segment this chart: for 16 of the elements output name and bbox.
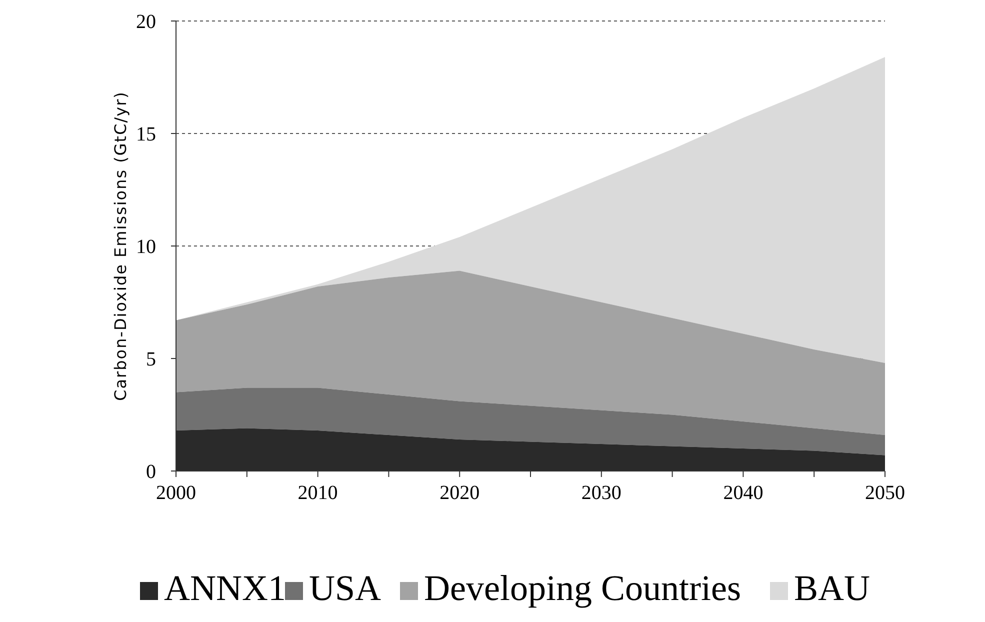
legend-label: ANNX1 <box>164 568 286 608</box>
legend-label: Developing Countries <box>424 568 741 608</box>
x-tick-label: 2020 <box>440 482 480 504</box>
y-axis-title: Carbon-Dioxide Emissions (GtC/yr) <box>111 91 130 401</box>
x-tick-label: 2030 <box>581 482 622 504</box>
y-tick-label: 15 <box>136 124 156 146</box>
legend-label: USA <box>309 568 382 608</box>
x-tick-label: 2010 <box>298 482 338 504</box>
y-tick-label: 0 <box>146 461 156 483</box>
x-tick-label: 2040 <box>723 482 764 504</box>
y-tick-label: 20 <box>136 11 156 33</box>
y-tick-label: 5 <box>146 348 156 370</box>
legend-label: BAU <box>794 568 870 608</box>
y-tick-label: 10 <box>136 236 156 258</box>
x-tick-label: 2050 <box>865 482 905 504</box>
x-tick-label: 2000 <box>156 482 196 504</box>
